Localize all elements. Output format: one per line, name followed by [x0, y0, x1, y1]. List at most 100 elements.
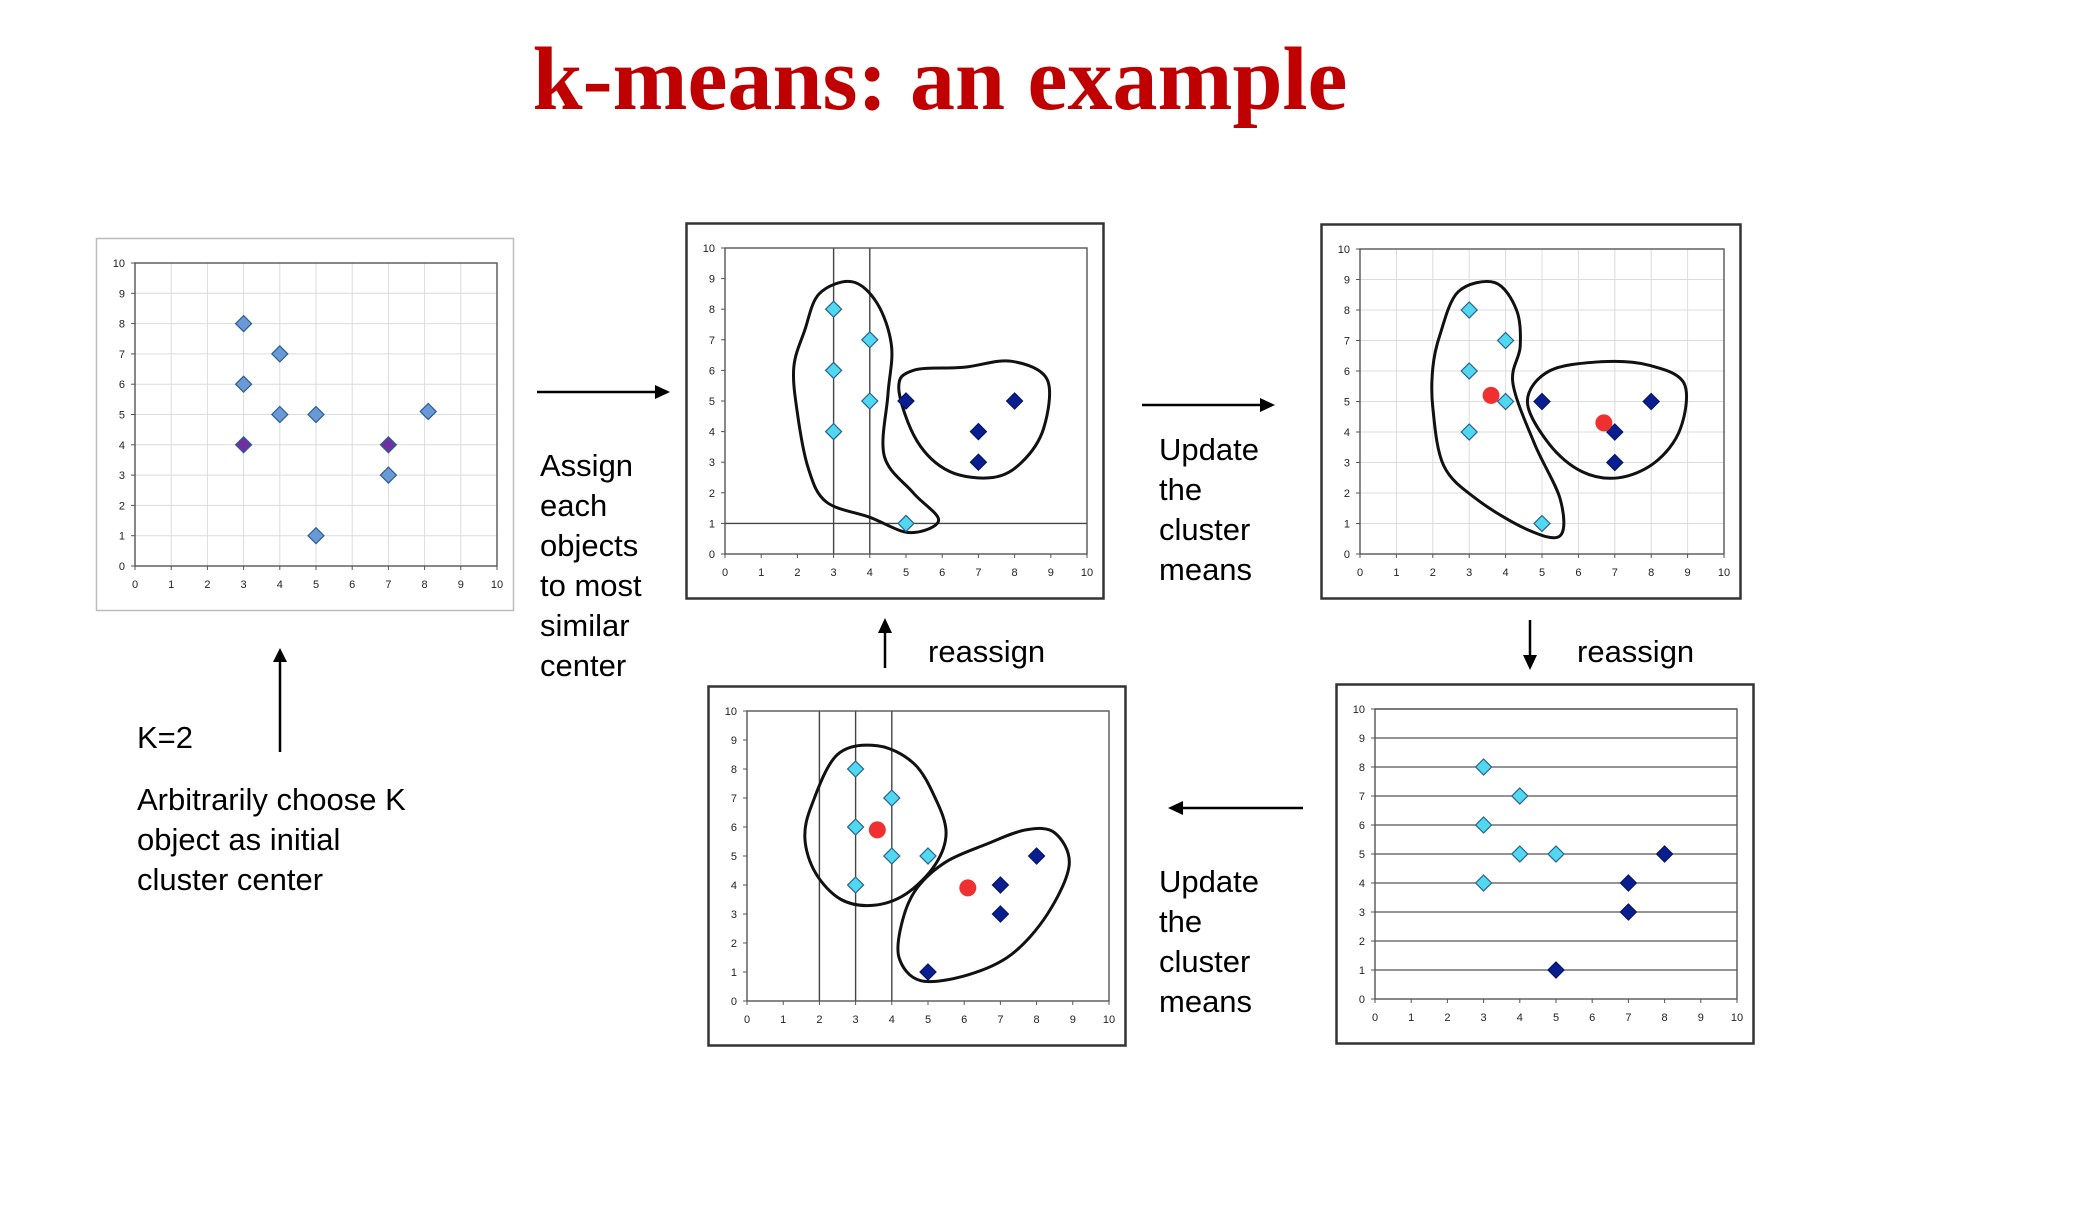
y-tick-label: 10: [113, 258, 125, 270]
x-tick-label: 9: [1048, 567, 1054, 579]
reassign-label-right: reassign: [1577, 634, 1695, 669]
chart-svg: 0 1 2 3 4 5 6 7 8 9 10 0 1 2 3 4 5 6 7 8 9 10: [95, 237, 515, 612]
y-tick-label: 1: [1344, 519, 1350, 531]
x-tick-label: 0: [744, 1014, 750, 1026]
x-tick-label: 2: [1430, 567, 1436, 579]
cluster1-point: [824, 300, 843, 319]
x-tick-label: 5: [1539, 567, 1545, 579]
reassign-label-left: reassign: [928, 634, 1046, 669]
y-tick-label: 7: [1344, 336, 1350, 348]
y-tick-label: 6: [119, 379, 125, 391]
data-point: [270, 405, 289, 424]
cluster2-point: [969, 453, 988, 472]
y-tick-label: 3: [119, 470, 125, 482]
update-means-label-bottom: Update the cluster means: [1159, 864, 1259, 1019]
cluster2-point: [991, 905, 1010, 923]
cluster2-point: [1605, 453, 1624, 472]
cluster1-point: [1533, 514, 1551, 533]
x-tick-label: 7: [1612, 567, 1618, 579]
x-tick-label: 7: [1625, 1012, 1631, 1024]
initial-center-point: [234, 435, 253, 454]
cluster-outline: [896, 826, 1071, 984]
y-tick-label: 8: [119, 319, 125, 331]
y-tick-label: 1: [709, 518, 715, 530]
x-tick-label: 2: [204, 579, 210, 591]
chart-initial: 0 1 2 3 4 5 6 7 8 9 10 0 1 2 3 4 5 6 7 8 9 10: [95, 237, 515, 612]
x-tick-label: 3: [1466, 567, 1472, 579]
x-tick-label: 3: [853, 1014, 859, 1026]
x-tick-label: 8: [422, 579, 428, 591]
chart-svg: 0 1 2 3 4 5 6 7 8 9 10 0 1 2 3 4 5 6 7 8 9 10: [707, 685, 1127, 1047]
chart-svg: 0 1 2 3 4 5 6 7 8 9 10 0 1 2 3 4 5 6 7 8 9 10: [1335, 683, 1755, 1045]
x-tick-label: 1: [1393, 567, 1399, 579]
up-arrow-to-initial-chart: [270, 648, 290, 752]
chart-frame: [707, 685, 1127, 1047]
data-point: [307, 526, 325, 545]
cluster1-point: [1474, 758, 1493, 776]
cluster2-point: [1005, 392, 1024, 410]
cluster1-point: [1510, 787, 1529, 805]
x-tick-label: 8: [1034, 1014, 1040, 1026]
y-tick-label: 3: [1359, 907, 1365, 919]
chart-svg: 0 1 2 3 4 5 6 7 8 9 10 0 1 2 3 4 5 6 7 8 9 10: [685, 222, 1105, 600]
x-tick-label: 4: [889, 1014, 895, 1026]
chart-update-means-1: 0 1 2 3 4 5 6 7 8 9 10 0 1 2 3 4 5 6 7 8 9 10: [1320, 223, 1742, 600]
y-tick-label: 4: [1344, 427, 1350, 439]
y-tick-label: 7: [731, 793, 737, 805]
down-arrow-reassign: [1520, 620, 1540, 670]
x-tick-label: 2: [1444, 1012, 1450, 1024]
up-arrow-reassign: [875, 618, 895, 668]
y-tick-label: 0: [709, 549, 715, 561]
x-tick-label: 3: [241, 579, 247, 591]
x-tick-label: 7: [385, 579, 391, 591]
x-tick-label: 0: [132, 579, 138, 591]
right-arrow-assign: [537, 382, 670, 402]
choose-initial-centers-label: Arbitrarily choose K object as initial c…: [137, 782, 406, 897]
cluster-outline: [1525, 359, 1688, 480]
cluster-mean-point: [868, 821, 886, 839]
data-point: [379, 466, 398, 484]
cluster-mean-point: [959, 879, 977, 897]
x-tick-label: 1: [168, 579, 174, 591]
cluster2-point: [1547, 961, 1565, 979]
y-tick-label: 8: [731, 764, 737, 776]
y-tick-label: 2: [731, 938, 737, 950]
x-tick-label: 9: [1070, 1014, 1076, 1026]
cluster-outline: [1430, 280, 1566, 540]
cluster1-point: [860, 330, 879, 349]
cluster1-point: [1460, 301, 1479, 319]
y-tick-label: 10: [725, 706, 737, 718]
cluster1-point: [1496, 392, 1515, 411]
y-tick-label: 10: [703, 243, 715, 255]
data-point: [234, 375, 253, 394]
x-tick-label: 5: [925, 1014, 931, 1026]
y-tick-label: 0: [119, 561, 125, 573]
y-tick-label: 8: [1359, 762, 1365, 774]
y-tick-label: 5: [709, 396, 715, 408]
x-tick-label: 4: [1517, 1012, 1523, 1024]
x-tick-label: 4: [277, 579, 283, 591]
y-tick-label: 4: [119, 440, 125, 452]
y-tick-label: 2: [119, 500, 125, 512]
x-tick-label: 3: [831, 567, 837, 579]
y-tick-label: 8: [709, 304, 715, 316]
y-tick-label: 4: [709, 427, 715, 439]
cluster-outline: [803, 743, 948, 908]
y-tick-label: 0: [1344, 549, 1350, 561]
assign-label: Assign each objects to most similar cent…: [540, 448, 642, 683]
cluster1-point: [824, 361, 843, 380]
cluster2-point: [991, 876, 1010, 894]
chart-svg: 0 1 2 3 4 5 6 7 8 9 10 0 1 2 3 4 5 6 7 8 9 10: [1320, 223, 1742, 600]
cluster-outline: [792, 279, 941, 535]
chart-frame: [685, 222, 1105, 600]
cluster2-point: [1027, 847, 1046, 865]
data-point: [307, 405, 325, 424]
y-tick-label: 0: [731, 996, 737, 1008]
x-tick-label: 4: [867, 567, 873, 579]
cluster1-point: [846, 818, 865, 836]
chart-update-means-2: 0 1 2 3 4 5 6 7 8 9 10 0 1 2 3 4 5 6 7 8 9 10: [707, 685, 1127, 1047]
left-arrow-update: [1168, 798, 1303, 818]
x-tick-label: 6: [939, 567, 945, 579]
y-tick-label: 3: [1344, 458, 1350, 470]
cluster1-point: [1474, 816, 1493, 834]
